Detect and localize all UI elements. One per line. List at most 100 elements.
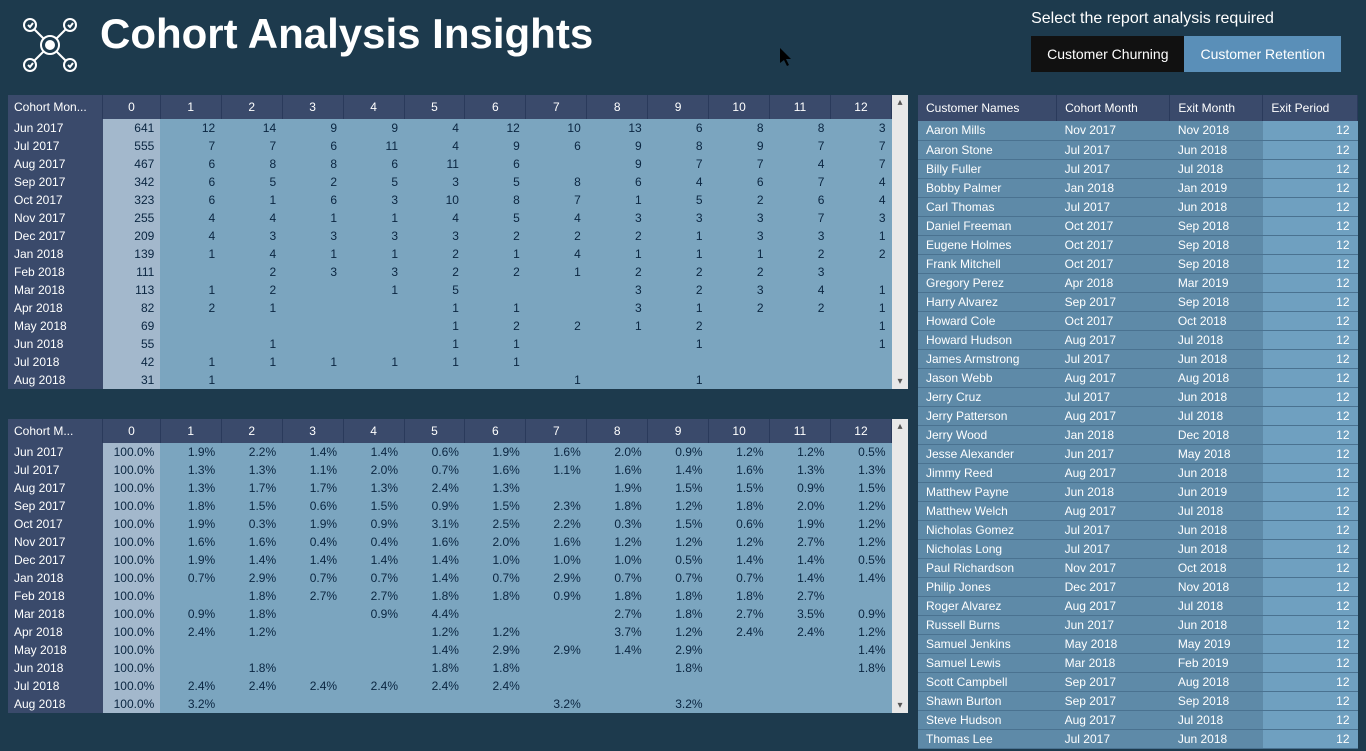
matrix-row-header[interactable]: Jan 2018 <box>8 245 103 263</box>
matrix-row-header[interactable]: Apr 2018 <box>8 299 103 317</box>
table-row[interactable]: Bobby PalmerJan 2018Jan 201912 <box>918 178 1358 197</box>
matrix-row[interactable]: Jul 2018100.0%2.4%2.4%2.4%2.4%2.4%2.4% <box>8 677 892 695</box>
matrix-row-header[interactable]: Aug 2017 <box>8 479 103 497</box>
table-row[interactable]: Jerry WoodJan 2018Dec 201812 <box>918 425 1358 444</box>
matrix-row[interactable]: Jun 2017100.0%1.9%2.2%1.4%1.4%0.6%1.9%1.… <box>8 443 892 461</box>
matrix-row-header[interactable]: Jun 2018 <box>8 659 103 677</box>
matrix-row-header[interactable]: Mar 2018 <box>8 605 103 623</box>
matrix-row-header[interactable]: Jan 2018 <box>8 569 103 587</box>
matrix-row[interactable]: Jan 2018139141121411122 <box>8 245 892 263</box>
matrix-col-header[interactable]: 0 <box>103 419 161 443</box>
scrollbar-vertical[interactable]: ▴ ▾ <box>892 419 908 713</box>
matrix-row[interactable]: Apr 201882211131221 <box>8 299 892 317</box>
table-row[interactable]: Billy FullerJul 2017Jul 201812 <box>918 159 1358 178</box>
matrix-row[interactable]: Jun 201764112149941210136883 <box>8 119 892 137</box>
matrix-row-header[interactable]: Nov 2017 <box>8 209 103 227</box>
matrix-col-header[interactable]: 3 <box>282 95 343 119</box>
matrix-col-header[interactable]: 5 <box>404 419 465 443</box>
table-row[interactable]: Matthew PayneJun 2018Jun 201912 <box>918 482 1358 501</box>
matrix-row[interactable]: Mar 2018100.0%0.9%1.8%0.9%4.4%2.7%1.8%2.… <box>8 605 892 623</box>
matrix-col-header[interactable]: 12 <box>830 95 891 119</box>
table-row[interactable]: Paul RichardsonNov 2017Oct 201812 <box>918 558 1358 577</box>
matrix-col-header[interactable]: 7 <box>526 95 587 119</box>
table-row[interactable]: Nicholas GomezJul 2017Jun 201812 <box>918 520 1358 539</box>
matrix-col-header[interactable]: 11 <box>770 419 831 443</box>
matrix-row[interactable]: Jan 2018100.0%0.7%2.9%0.7%0.7%1.4%0.7%2.… <box>8 569 892 587</box>
matrix-row[interactable]: May 2018100.0%1.4%2.9%2.9%1.4%2.9%1.4% <box>8 641 892 659</box>
matrix-col-header[interactable]: 3 <box>282 419 343 443</box>
matrix-col-header[interactable]: 7 <box>526 419 587 443</box>
matrix-col-header[interactable]: 10 <box>709 419 770 443</box>
matrix-row[interactable]: Oct 20173236163108715264 <box>8 191 892 209</box>
table-row[interactable]: Philip JonesDec 2017Nov 201812 <box>918 577 1358 596</box>
matrix-row[interactable]: Aug 2017100.0%1.3%1.7%1.7%1.3%2.4%1.3%1.… <box>8 479 892 497</box>
cohort-percent-matrix[interactable]: Cohort M...0123456789101112Jun 2017100.0… <box>8 419 908 713</box>
matrix-row-header[interactable]: Aug 2017 <box>8 155 103 173</box>
matrix-row-header[interactable]: Sep 2017 <box>8 497 103 515</box>
matrix-col-header[interactable]: 12 <box>830 419 891 443</box>
matrix-row[interactable]: Nov 2017255441145433373 <box>8 209 892 227</box>
matrix-row-header[interactable]: Oct 2017 <box>8 515 103 533</box>
matrix-row-header[interactable]: Jun 2017 <box>8 119 103 137</box>
matrix-col-header[interactable]: 2 <box>221 95 282 119</box>
matrix-col-header[interactable]: 0 <box>103 95 161 119</box>
matrix-row-header[interactable]: Jul 2017 <box>8 137 103 155</box>
scroll-down-icon[interactable]: ▾ <box>897 374 902 389</box>
table-row[interactable]: Jason WebbAug 2017Aug 201812 <box>918 368 1358 387</box>
table-row[interactable]: Gregory PerezApr 2018Mar 201912 <box>918 273 1358 292</box>
matrix-row-header[interactable]: May 2018 <box>8 317 103 335</box>
matrix-col-header[interactable]: 9 <box>648 419 709 443</box>
table-row[interactable]: Jerry CruzJul 2017Jun 201812 <box>918 387 1358 406</box>
matrix-row[interactable]: Jul 2017100.0%1.3%1.3%1.1%2.0%0.7%1.6%1.… <box>8 461 892 479</box>
matrix-row[interactable]: Sep 2017100.0%1.8%1.5%0.6%1.5%0.9%1.5%2.… <box>8 497 892 515</box>
matrix-row[interactable]: Nov 2017100.0%1.6%1.6%0.4%0.4%1.6%2.0%1.… <box>8 533 892 551</box>
matrix-row-header[interactable]: Aug 2018 <box>8 371 103 389</box>
matrix-row[interactable]: Jul 20175557761149698977 <box>8 137 892 155</box>
matrix-row[interactable]: Feb 20181112332212223 <box>8 263 892 281</box>
table-row[interactable]: Jesse AlexanderJun 2017May 201812 <box>918 444 1358 463</box>
matrix-row-header[interactable]: Aug 2018 <box>8 695 103 713</box>
matrix-col-header[interactable]: 10 <box>709 95 770 119</box>
matrix-row-header[interactable]: Jul 2017 <box>8 461 103 479</box>
matrix-col-header[interactable]: 2 <box>221 419 282 443</box>
table-row[interactable]: Shawn BurtonSep 2017Sep 201812 <box>918 691 1358 710</box>
matrix-row[interactable]: Jun 2018100.0%1.8%1.8%1.8%1.8%1.8% <box>8 659 892 677</box>
table-row[interactable]: Frank MitchellOct 2017Sep 201812 <box>918 254 1358 273</box>
table-row[interactable]: Howard ColeOct 2017Oct 201812 <box>918 311 1358 330</box>
cust-col-header[interactable]: Cohort Month <box>1057 95 1170 121</box>
matrix-row[interactable]: Dec 2017100.0%1.9%1.4%1.4%1.4%1.4%1.0%1.… <box>8 551 892 569</box>
scroll-up-icon[interactable]: ▴ <box>897 419 902 434</box>
customer-churning-button[interactable]: Customer Churning <box>1031 36 1184 72</box>
matrix-row-header[interactable]: Jun 2017 <box>8 443 103 461</box>
matrix-row[interactable]: Jul 201842111111 <box>8 353 892 371</box>
cohort-count-matrix[interactable]: Cohort Mon...0123456789101112Jun 2017641… <box>8 95 908 389</box>
table-row[interactable]: Aaron MillsNov 2017Nov 201812 <box>918 121 1358 140</box>
matrix-row-header[interactable]: Apr 2018 <box>8 623 103 641</box>
matrix-row[interactable]: Dec 2017209433332221331 <box>8 227 892 245</box>
table-row[interactable]: Samuel JenkinsMay 2018May 201912 <box>918 634 1358 653</box>
matrix-row[interactable]: May 201869122121 <box>8 317 892 335</box>
matrix-row-header[interactable]: Feb 2018 <box>8 587 103 605</box>
matrix-row-header[interactable]: Jun 2018 <box>8 335 103 353</box>
matrix-row-header[interactable]: Feb 2018 <box>8 263 103 281</box>
matrix-col-header[interactable]: 8 <box>587 419 648 443</box>
matrix-row[interactable]: Aug 2018100.0%3.2%3.2%3.2% <box>8 695 892 713</box>
matrix-row-header[interactable]: Jul 2018 <box>8 353 103 371</box>
matrix-col-header[interactable]: 1 <box>160 95 221 119</box>
matrix-row-header[interactable]: Mar 2018 <box>8 281 103 299</box>
table-row[interactable]: Steve HudsonAug 2017Jul 201812 <box>918 710 1358 729</box>
cust-col-header[interactable]: Exit Period <box>1263 95 1358 121</box>
table-row[interactable]: Roger AlvarezAug 2017Jul 201812 <box>918 596 1358 615</box>
table-row[interactable]: Scott CampbellSep 2017Aug 201812 <box>918 672 1358 691</box>
matrix-col-header[interactable]: 4 <box>343 95 404 119</box>
matrix-row[interactable]: Apr 2018100.0%2.4%1.2%1.2%1.2%3.7%1.2%2.… <box>8 623 892 641</box>
matrix-row-header[interactable]: Oct 2017 <box>8 191 103 209</box>
matrix-row[interactable]: Sep 2017342652535864674 <box>8 173 892 191</box>
table-row[interactable]: Aaron StoneJul 2017Jun 201812 <box>918 140 1358 159</box>
matrix-row[interactable]: Feb 2018100.0%1.8%2.7%2.7%1.8%1.8%0.9%1.… <box>8 587 892 605</box>
matrix-row-header[interactable]: May 2018 <box>8 641 103 659</box>
matrix-row[interactable]: Aug 201831111 <box>8 371 892 389</box>
scroll-down-icon[interactable]: ▾ <box>897 698 902 713</box>
table-row[interactable]: James ArmstrongJul 2017Jun 201812 <box>918 349 1358 368</box>
customer-retention-button[interactable]: Customer Retention <box>1184 36 1341 72</box>
